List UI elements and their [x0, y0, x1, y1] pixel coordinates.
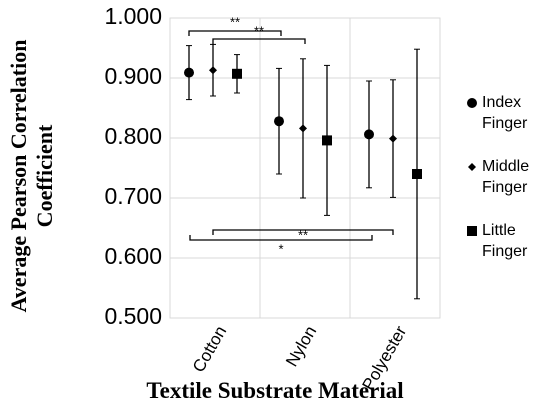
legend-marker: [467, 98, 477, 108]
significance-label: **: [254, 23, 264, 38]
bracket: [188, 30, 282, 36]
marker: [274, 116, 284, 127]
legend-marker: [467, 226, 477, 236]
bracket: [189, 235, 373, 241]
y-axis-title: Average Pearson Correlation Coefficient: [6, 39, 57, 313]
significance-label: **: [230, 14, 240, 29]
x-axis-title: Textile Substrate Material: [146, 378, 404, 403]
marker: [232, 68, 242, 79]
plot-frame: [169, 17, 441, 319]
marker: [364, 129, 374, 140]
marker: [389, 134, 397, 143]
y-tick-label: 0.800: [104, 123, 162, 149]
legend-label: Little Finger: [482, 222, 528, 260]
marker: [209, 66, 217, 75]
marker: [184, 67, 194, 78]
marker: [412, 169, 422, 179]
legend-marker: [468, 163, 476, 171]
bracket: [212, 229, 394, 235]
y-tick-label: 0.500: [104, 303, 162, 329]
y-tick-label: 1.000: [104, 3, 162, 29]
significance-label: **: [298, 227, 308, 242]
y-tick-label: 0.700: [104, 183, 162, 209]
legend-label: Index Finger: [482, 94, 528, 132]
marker: [322, 135, 332, 146]
significance-label: *: [278, 241, 283, 256]
y-tick-label: 0.600: [104, 243, 162, 269]
x-tick-label: Cotton: [189, 323, 231, 376]
x-tick-label: Nylon: [282, 323, 320, 370]
legend-label: Middle Finger: [482, 158, 530, 196]
marker: [299, 124, 307, 133]
bracket: [212, 38, 306, 44]
y-tick-label: 0.900: [104, 63, 162, 89]
